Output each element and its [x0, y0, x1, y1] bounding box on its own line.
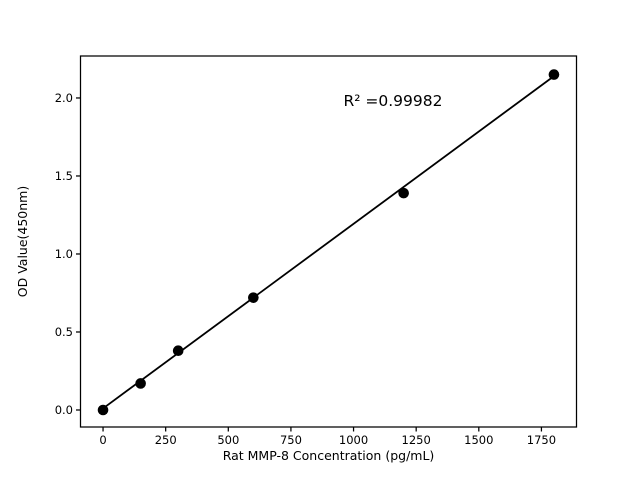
x-tick-label: 1000 [339, 433, 368, 447]
x-tick-label: 0 [99, 433, 106, 447]
y-axis-label: OD Value(450nm) [15, 186, 30, 297]
y-tick-label: 0.0 [55, 403, 73, 417]
x-tick-label: 500 [217, 433, 239, 447]
data-point [548, 69, 560, 80]
data-point [248, 292, 259, 303]
x-axis-label: Rat MMP-8 Concentration (pg/mL) [223, 448, 435, 463]
x-tick-label: 750 [280, 433, 302, 447]
x-tick-label: 1250 [402, 433, 431, 447]
y-tick-label: 1.0 [55, 247, 73, 261]
y-tick-label: 0.5 [55, 325, 73, 339]
data-point [172, 345, 184, 357]
x-tick-label: 1500 [464, 433, 493, 447]
x-tick-label: 1750 [527, 433, 556, 447]
data-point [398, 187, 409, 199]
r-squared-annotation: R² =0.99982 [344, 92, 443, 110]
y-tick-label: 2.0 [55, 91, 73, 105]
data-point [97, 404, 109, 416]
data-point [135, 378, 146, 389]
x-tick-label: 250 [155, 433, 177, 447]
y-tick-label: 1.5 [55, 169, 73, 183]
